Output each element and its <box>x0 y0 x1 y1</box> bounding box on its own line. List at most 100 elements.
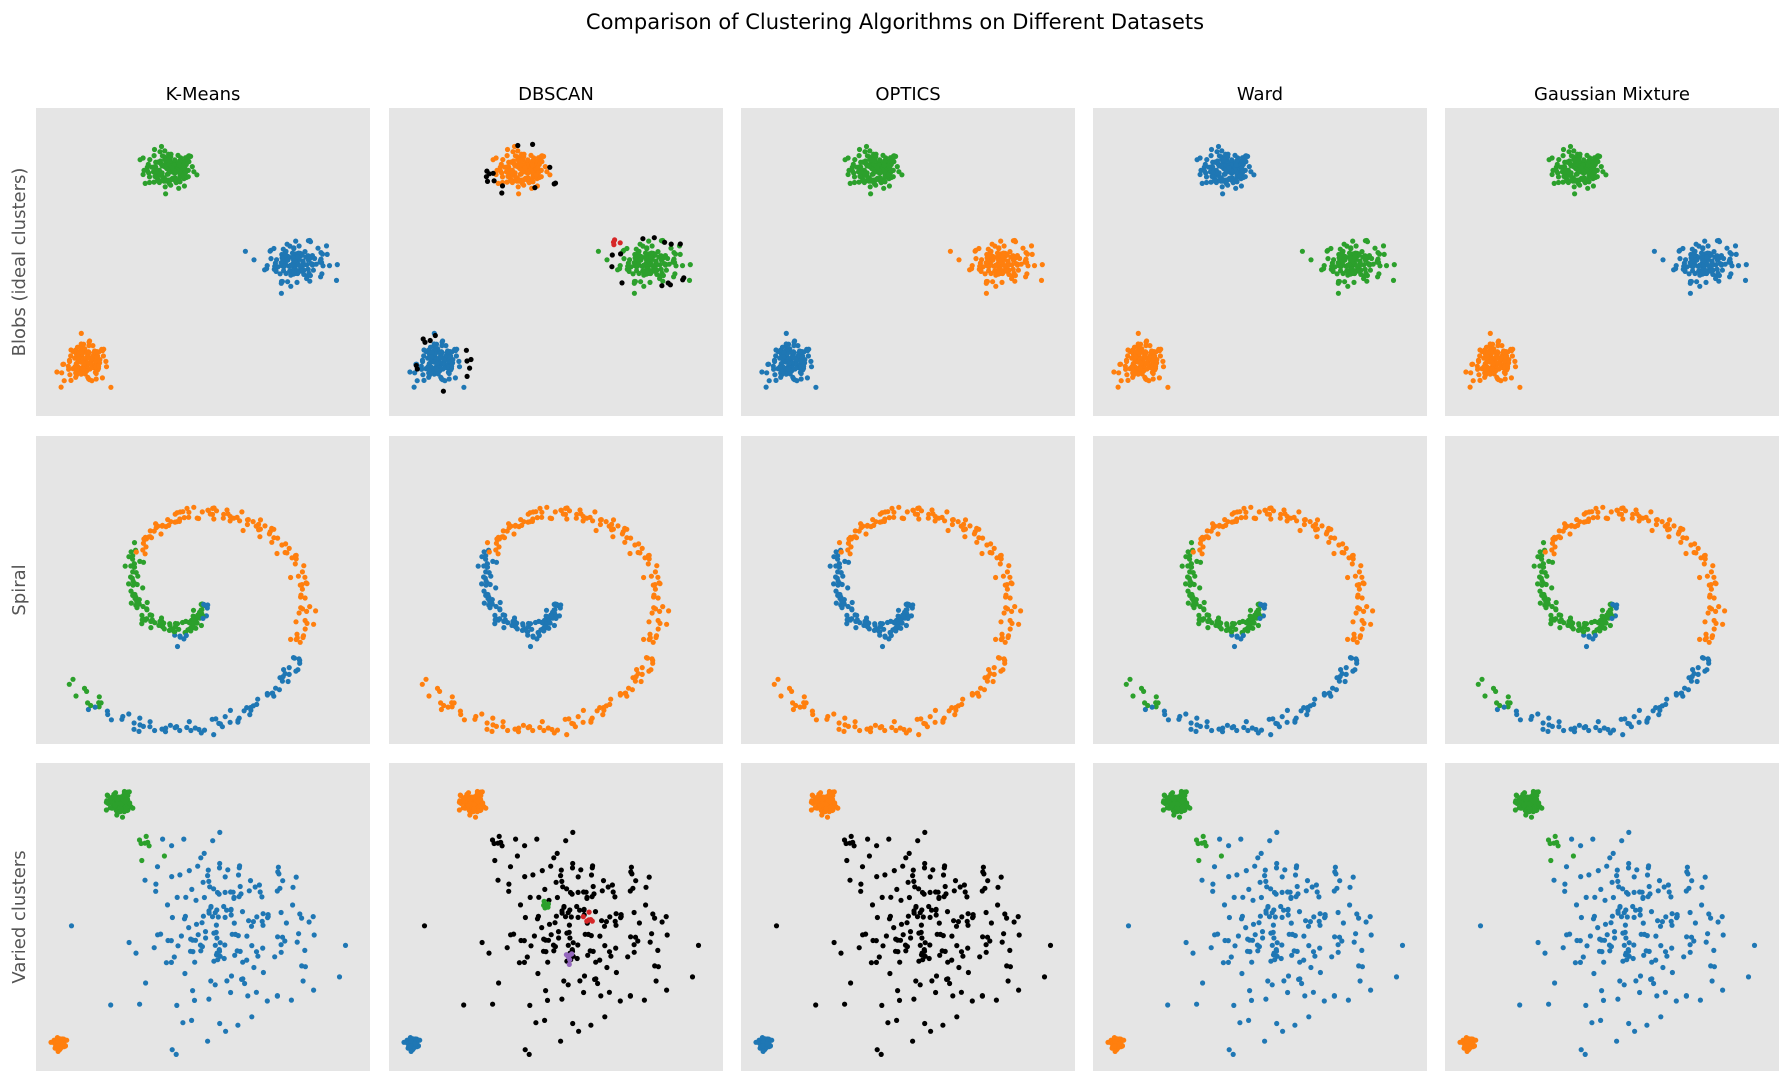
data-point <box>1685 687 1691 693</box>
data-point <box>1614 602 1620 608</box>
data-point <box>648 573 655 579</box>
data-point <box>544 504 550 510</box>
data-point <box>852 157 858 163</box>
data-point <box>85 354 92 361</box>
data-point <box>575 889 581 896</box>
data-point <box>1237 172 1243 178</box>
data-point <box>507 864 514 870</box>
data-point <box>1197 559 1204 565</box>
data-point <box>1631 714 1637 720</box>
data-point <box>944 509 950 515</box>
data-point <box>1129 355 1135 361</box>
data-point <box>926 511 932 517</box>
data-point <box>467 365 473 371</box>
data-point <box>627 888 633 894</box>
data-point <box>133 950 139 956</box>
data-point <box>833 600 839 606</box>
data-point <box>492 857 498 864</box>
data-point <box>1352 254 1358 260</box>
data-point <box>949 521 956 528</box>
data-point <box>1188 726 1194 732</box>
data-point <box>1016 621 1022 627</box>
data-point <box>1537 600 1543 606</box>
data-point <box>407 369 413 375</box>
data-point <box>575 942 581 948</box>
data-point <box>666 261 672 267</box>
data-point <box>1651 248 1657 254</box>
data-point <box>989 241 995 247</box>
data-point <box>1545 728 1551 735</box>
data-point <box>501 535 508 541</box>
data-point <box>484 561 490 567</box>
data-point <box>186 514 192 520</box>
data-point <box>289 555 295 561</box>
data-point <box>323 243 330 249</box>
data-point <box>1558 164 1564 170</box>
data-point <box>1577 177 1583 183</box>
data-point <box>302 595 308 601</box>
data-point <box>137 715 143 721</box>
data-point <box>562 914 569 920</box>
data-point <box>1356 569 1362 575</box>
data-point <box>491 178 497 184</box>
data-point <box>265 913 271 920</box>
data-point <box>239 909 246 915</box>
data-point <box>1024 251 1031 257</box>
data-point <box>542 886 548 893</box>
data-point <box>874 165 880 171</box>
data-point <box>542 164 548 170</box>
data-point <box>1583 643 1590 650</box>
data-point <box>209 914 216 920</box>
data-point <box>868 191 874 197</box>
data-point <box>85 349 91 355</box>
data-point <box>1742 277 1749 283</box>
data-point <box>239 509 245 515</box>
data-point <box>606 523 612 529</box>
data-point <box>1678 690 1684 696</box>
data-point <box>790 700 796 706</box>
data-point <box>144 168 151 174</box>
data-point <box>1595 153 1601 159</box>
data-point <box>639 545 645 552</box>
data-point <box>969 263 975 269</box>
data-point <box>1489 366 1495 372</box>
data-point <box>801 694 807 700</box>
data-point <box>275 864 281 870</box>
data-point <box>1562 521 1568 527</box>
data-point <box>246 918 252 924</box>
data-point <box>624 535 630 541</box>
column-title-4: Gaussian Mixture <box>1534 84 1690 105</box>
data-point <box>211 732 217 738</box>
data-point <box>100 348 106 354</box>
data-point <box>1557 535 1564 541</box>
data-point <box>181 916 188 922</box>
data-point <box>1555 174 1562 180</box>
data-point <box>205 867 211 873</box>
data-point <box>419 681 425 687</box>
data-point <box>1590 515 1596 521</box>
data-point <box>1680 526 1686 532</box>
data-point <box>570 1020 576 1027</box>
panel-r0-c0 <box>36 108 370 416</box>
data-point <box>506 881 512 887</box>
data-point <box>1700 270 1706 276</box>
data-point <box>199 920 205 926</box>
data-point <box>249 943 255 949</box>
data-point <box>617 263 623 269</box>
data-point <box>86 343 92 349</box>
data-point <box>414 366 420 372</box>
data-point <box>293 874 299 880</box>
data-point <box>421 347 427 353</box>
data-point <box>778 374 784 380</box>
data-point <box>298 605 304 611</box>
data-point <box>73 367 79 374</box>
data-point <box>282 549 288 556</box>
data-point <box>1323 531 1329 537</box>
data-point <box>549 515 555 522</box>
data-point <box>1350 238 1356 244</box>
data-point <box>168 959 174 966</box>
data-point <box>967 523 973 529</box>
data-point <box>877 725 883 731</box>
data-point <box>530 141 536 147</box>
data-point <box>140 603 146 610</box>
